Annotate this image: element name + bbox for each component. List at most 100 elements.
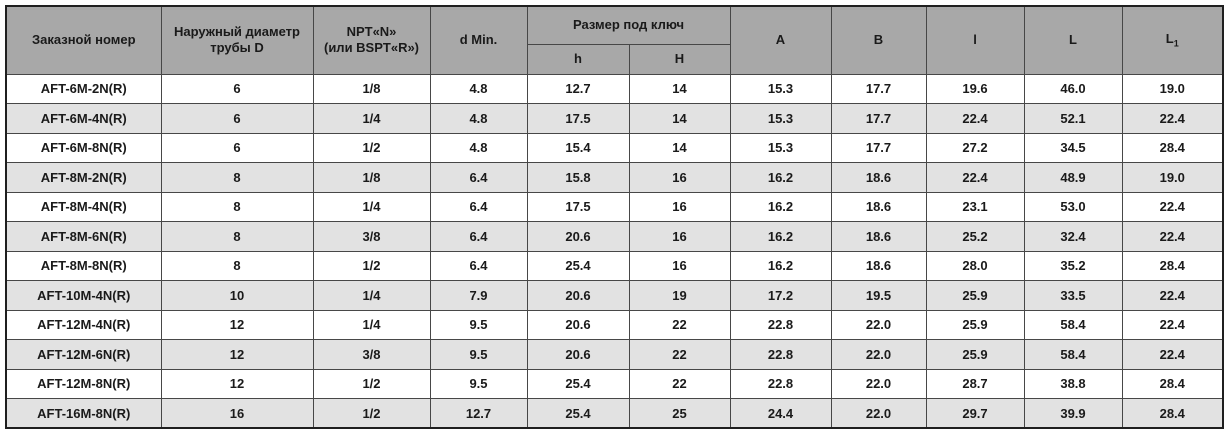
cell-l-big: 58.4 — [1023, 339, 1123, 370]
table-row: AFT-6M-8N(R) 6 1/2 4.8 15.4 14 15.3 17.7… — [5, 132, 1224, 163]
l1-subscript: 1 — [1173, 38, 1179, 49]
cell-d-min: 6.4 — [429, 221, 528, 252]
cell-a: 16.2 — [729, 250, 832, 281]
cell-order-number: AFT-6M-4N(R) — [5, 103, 162, 134]
col-header-npt: NPT«N» (или BSPT«R») — [312, 5, 431, 75]
cell-b: 17.7 — [830, 103, 927, 134]
cell-l1: 19.0 — [1121, 162, 1224, 193]
table-row: AFT-10M-4N(R) 10 1/4 7.9 20.6 19 17.2 19… — [5, 280, 1224, 311]
cell-a: 16.2 — [729, 221, 832, 252]
cell-l-small: 25.2 — [925, 221, 1025, 252]
cell-l1: 28.4 — [1121, 132, 1224, 163]
dimensions-table: Заказной номер Наружный диаметр трубы D … — [5, 5, 1224, 429]
cell-l-small: 23.1 — [925, 191, 1025, 222]
cell-npt: 1/2 — [312, 132, 431, 163]
cell-outer-diameter: 12 — [160, 309, 314, 340]
cell-d-min: 12.7 — [429, 398, 528, 429]
cell-a: 16.2 — [729, 191, 832, 222]
cell-l-small: 28.0 — [925, 250, 1025, 281]
l1-base: L — [1165, 30, 1174, 46]
cell-h-small: 25.4 — [526, 250, 630, 281]
cell-h-big: 22 — [628, 339, 731, 370]
col-header-b: B — [830, 5, 927, 75]
col-header-outer-diameter: Наружный диаметр трубы D — [160, 5, 314, 75]
cell-l-big: 52.1 — [1023, 103, 1123, 134]
cell-h-big: 16 — [628, 191, 731, 222]
cell-outer-diameter: 8 — [160, 162, 314, 193]
cell-order-number: AFT-10M-4N(R) — [5, 280, 162, 311]
cell-npt: 3/8 — [312, 339, 431, 370]
cell-d-min: 4.8 — [429, 132, 528, 163]
cell-order-number: AFT-6M-8N(R) — [5, 132, 162, 163]
col-header-l1: L1 — [1121, 5, 1224, 75]
cell-b: 18.6 — [830, 250, 927, 281]
cell-l-small: 22.4 — [925, 162, 1025, 193]
cell-h-big: 14 — [628, 132, 731, 163]
cell-l-big: 39.9 — [1023, 398, 1123, 429]
cell-l-big: 46.0 — [1023, 73, 1123, 104]
cell-h-small: 15.4 — [526, 132, 630, 163]
cell-order-number: AFT-8M-6N(R) — [5, 221, 162, 252]
cell-l-big: 48.9 — [1023, 162, 1123, 193]
cell-h-small: 25.4 — [526, 368, 630, 399]
cell-h-big: 25 — [628, 398, 731, 429]
cell-order-number: AFT-8M-8N(R) — [5, 250, 162, 281]
table-row: AFT-16M-8N(R) 16 1/2 12.7 25.4 25 24.4 2… — [5, 398, 1224, 429]
cell-outer-diameter: 6 — [160, 103, 314, 134]
header-row-sub: h H — [6, 43, 1223, 75]
cell-outer-diameter: 12 — [160, 339, 314, 370]
cell-h-small: 12.7 — [526, 73, 630, 104]
cell-a: 15.3 — [729, 132, 832, 163]
table-row: AFT-6M-4N(R) 6 1/4 4.8 17.5 14 15.3 17.7… — [5, 103, 1224, 134]
cell-order-number: AFT-8M-4N(R) — [5, 191, 162, 222]
table-header: Заказной номер Наружный диаметр трубы D … — [5, 5, 1224, 75]
npt-line2: (или BSPT«R») — [323, 40, 420, 56]
cell-l1: 22.4 — [1121, 309, 1224, 340]
col-header-l-small: l — [925, 5, 1025, 75]
cell-d-min: 4.8 — [429, 103, 528, 134]
table-body: AFT-6M-2N(R) 6 1/8 4.8 12.7 14 15.3 17.7… — [5, 73, 1224, 429]
cell-npt: 1/4 — [312, 280, 431, 311]
cell-l1: 28.4 — [1121, 368, 1224, 399]
cell-npt: 1/4 — [312, 191, 431, 222]
cell-h-big: 19 — [628, 280, 731, 311]
cell-h-big: 16 — [628, 162, 731, 193]
cell-a: 16.2 — [729, 162, 832, 193]
cell-l-small: 19.6 — [925, 73, 1025, 104]
cell-order-number: AFT-8M-2N(R) — [5, 162, 162, 193]
cell-d-min: 9.5 — [429, 309, 528, 340]
cell-d-min: 4.8 — [429, 73, 528, 104]
col-header-h-small: h — [526, 43, 630, 75]
cell-l1: 22.4 — [1121, 191, 1224, 222]
cell-b: 18.6 — [830, 221, 927, 252]
table-row: AFT-12M-4N(R) 12 1/4 9.5 20.6 22 22.8 22… — [5, 309, 1224, 340]
cell-l-big: 34.5 — [1023, 132, 1123, 163]
cell-npt: 1/2 — [312, 250, 431, 281]
cell-h-small: 20.6 — [526, 309, 630, 340]
cell-l1: 22.4 — [1121, 280, 1224, 311]
cell-l-big: 35.2 — [1023, 250, 1123, 281]
cell-b: 18.6 — [830, 191, 927, 222]
cell-outer-diameter: 16 — [160, 398, 314, 429]
cell-h-big: 16 — [628, 221, 731, 252]
cell-l-big: 53.0 — [1023, 191, 1123, 222]
cell-h-big: 16 — [628, 250, 731, 281]
col-header-order-number: Заказной номер — [5, 5, 162, 75]
cell-order-number: AFT-12M-6N(R) — [5, 339, 162, 370]
cell-d-min: 7.9 — [429, 280, 528, 311]
col-header-d-min: d Min. — [429, 5, 528, 75]
cell-npt: 1/8 — [312, 162, 431, 193]
cell-b: 22.0 — [830, 398, 927, 429]
cell-l-big: 32.4 — [1023, 221, 1123, 252]
cell-b: 18.6 — [830, 162, 927, 193]
table-row: AFT-8M-6N(R) 8 3/8 6.4 20.6 16 16.2 18.6… — [5, 221, 1224, 252]
cell-b: 22.0 — [830, 309, 927, 340]
cell-d-min: 9.5 — [429, 339, 528, 370]
cell-outer-diameter: 8 — [160, 221, 314, 252]
cell-l-big: 33.5 — [1023, 280, 1123, 311]
table-row: AFT-6M-2N(R) 6 1/8 4.8 12.7 14 15.3 17.7… — [5, 73, 1224, 104]
col-header-l-big: L — [1023, 5, 1123, 75]
cell-h-small: 17.5 — [526, 191, 630, 222]
header-row-top: Заказной номер Наружный диаметр трубы D … — [5, 5, 1224, 75]
cell-outer-diameter: 8 — [160, 250, 314, 281]
